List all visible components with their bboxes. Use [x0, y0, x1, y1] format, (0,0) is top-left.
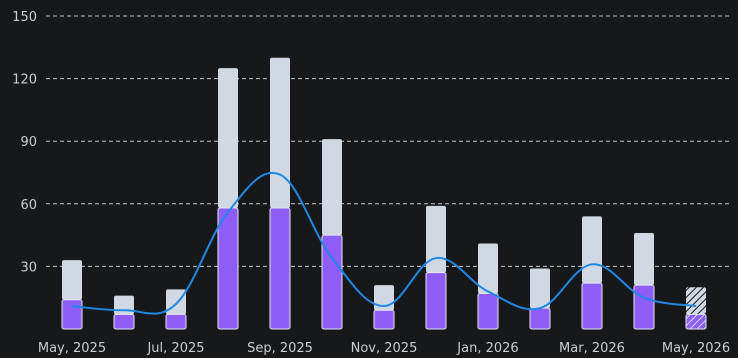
y-tick-label: 120 — [12, 73, 37, 88]
bar-upper — [426, 205, 446, 273]
y-tick-label: 150 — [12, 10, 37, 25]
bar-upper — [166, 289, 186, 315]
bars — [61, 57, 707, 330]
bar-lower — [529, 307, 551, 330]
x-tick-label: Jul, 2025 — [146, 341, 204, 356]
bar-upper — [322, 139, 342, 236]
bar-lower — [477, 293, 499, 330]
bar-lower — [113, 313, 135, 330]
x-tick-label: Nov, 2025 — [351, 341, 418, 356]
bar-upper — [478, 243, 498, 294]
bar-upper — [634, 233, 654, 286]
bar-lower — [321, 234, 343, 330]
bar-lower — [581, 282, 603, 330]
bar-upper — [530, 268, 550, 309]
bar-upper — [218, 68, 238, 208]
x-tick-label: May, 2026 — [662, 341, 730, 356]
bar-lower — [685, 313, 707, 330]
bar-lower — [269, 207, 291, 330]
y-tick-label: 90 — [20, 135, 37, 150]
x-axis: May, 2025 Jul, 2025 Sep, 2025 Nov, 2025 Jan,… — [38, 341, 730, 356]
bar-lower — [217, 207, 239, 330]
y-tick-label: 30 — [20, 260, 37, 275]
x-tick-label: Sep, 2025 — [247, 341, 313, 356]
trend-line — [71, 171, 697, 315]
bar-upper — [270, 57, 290, 208]
x-tick-label: Mar, 2026 — [559, 341, 625, 356]
line-series — [71, 171, 697, 315]
bar-lower — [373, 309, 395, 330]
bar-lower — [165, 313, 187, 330]
bar-lower — [61, 299, 83, 330]
x-tick-label: Jan, 2026 — [456, 341, 518, 356]
bar-upper — [686, 287, 706, 315]
y-axis: 30 60 90 120 150 — [12, 10, 37, 275]
x-tick-label: May, 2025 — [38, 341, 106, 356]
bar-upper — [582, 216, 602, 284]
bar-lower — [633, 284, 655, 330]
grid — [46, 15, 730, 267]
bar-upper — [62, 260, 82, 300]
y-tick-label: 60 — [20, 198, 37, 213]
bar-lower — [425, 272, 447, 330]
